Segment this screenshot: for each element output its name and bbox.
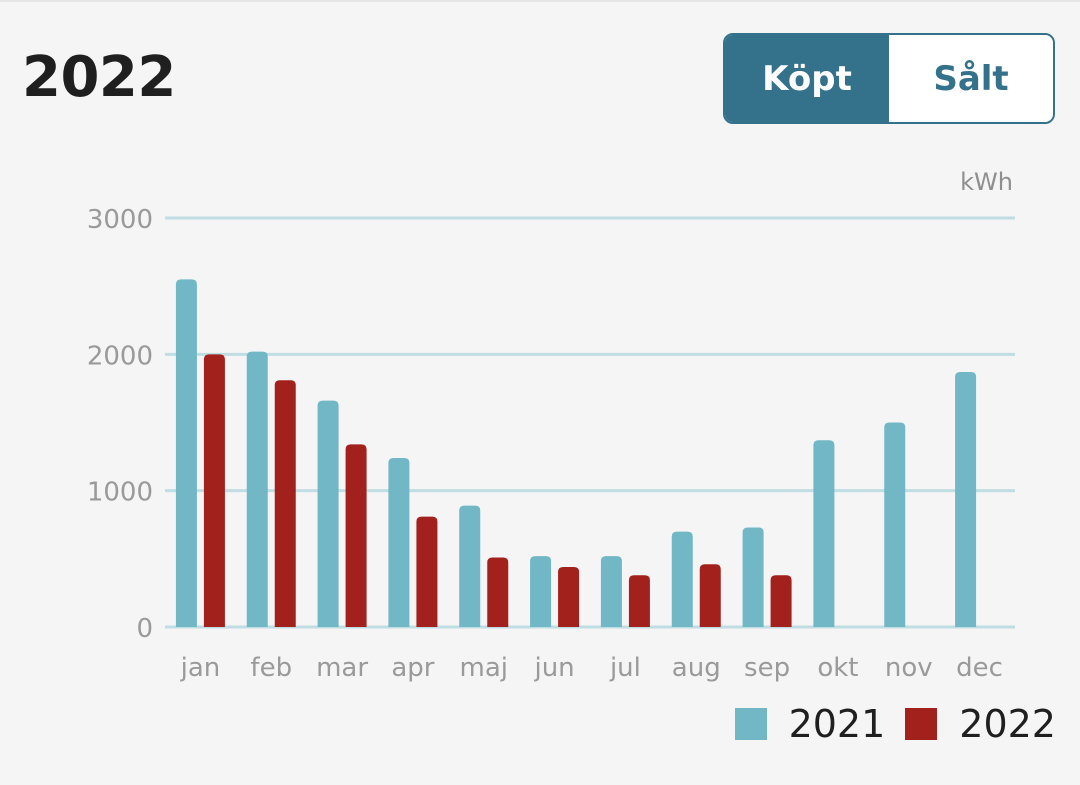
y-tick-label: 1000 (87, 478, 153, 508)
bar-2021-feb (246, 351, 268, 627)
y-tick-label: 2000 (87, 341, 153, 371)
x-tick-label-jan: jan (180, 653, 221, 683)
bar-2022-mar (345, 444, 367, 627)
bar-2022-jan (203, 354, 225, 627)
bar-2021-aug (671, 531, 693, 627)
x-tick-label-nov: nov (885, 653, 933, 683)
top-divider (0, 0, 1080, 2)
bar-2021-nov (884, 422, 906, 627)
legend-label-2021: 2021 (788, 702, 886, 746)
bars (175, 279, 977, 627)
legend-swatch-2022 (905, 708, 938, 740)
legend-item-2022: 2022 (905, 702, 1056, 746)
legend-label-2022: 2022 (959, 702, 1056, 746)
toggle-sold-button[interactable]: Sålt (889, 35, 1053, 122)
bar-2022-jul (628, 575, 650, 627)
bar-2021-sep (742, 527, 764, 627)
y-tick-label: 0 (136, 614, 153, 644)
x-tick-label-mar: mar (316, 653, 368, 683)
bar-2021-dec (955, 372, 977, 627)
y-axis-unit-label: kWh (960, 168, 1013, 196)
x-tick-label-maj: maj (460, 653, 508, 683)
y-tick-label: 3000 (87, 205, 153, 235)
y-tick-labels: 0 1000 2000 3000 (87, 205, 153, 644)
bar-2021-apr (388, 457, 410, 627)
legend: 2021 2022 (734, 702, 1056, 746)
bar-2022-aug (699, 564, 721, 627)
grid (165, 216, 1015, 629)
bought-sold-toggle: Köpt Sålt (723, 33, 1055, 124)
bar-2021-jan (175, 279, 197, 627)
x-tick-label-apr: apr (391, 653, 434, 683)
bar-2021-okt (813, 440, 835, 627)
toggle-bought-button[interactable]: Köpt (725, 35, 889, 122)
bar-2022-apr (416, 516, 438, 627)
x-tick-labels: jan feb mar apr maj jun jul aug sep okt nov dec (180, 653, 1003, 683)
bar-2022-feb (274, 380, 296, 627)
x-tick-label-sep: sep (744, 653, 790, 683)
x-tick-label-jul: jul (609, 653, 641, 683)
x-tick-label-okt: okt (817, 653, 858, 683)
bar-2021-mar (317, 400, 339, 627)
bar-2022-sep (770, 575, 792, 627)
bar-2021-jun (530, 556, 552, 627)
bar-2021-jul (600, 556, 622, 627)
x-tick-label-dec: dec (956, 653, 1003, 683)
x-tick-label-jun: jun (533, 653, 574, 683)
x-tick-label-feb: feb (250, 653, 292, 683)
legend-swatch-2021 (734, 708, 767, 740)
bar-2021-maj (459, 505, 481, 627)
bar-2022-jun (558, 567, 580, 627)
legend-item-2021: 2021 (734, 702, 886, 746)
page-title: 2022 (22, 45, 176, 110)
x-tick-label-aug: aug (672, 653, 721, 683)
bar-2022-maj (487, 557, 509, 627)
